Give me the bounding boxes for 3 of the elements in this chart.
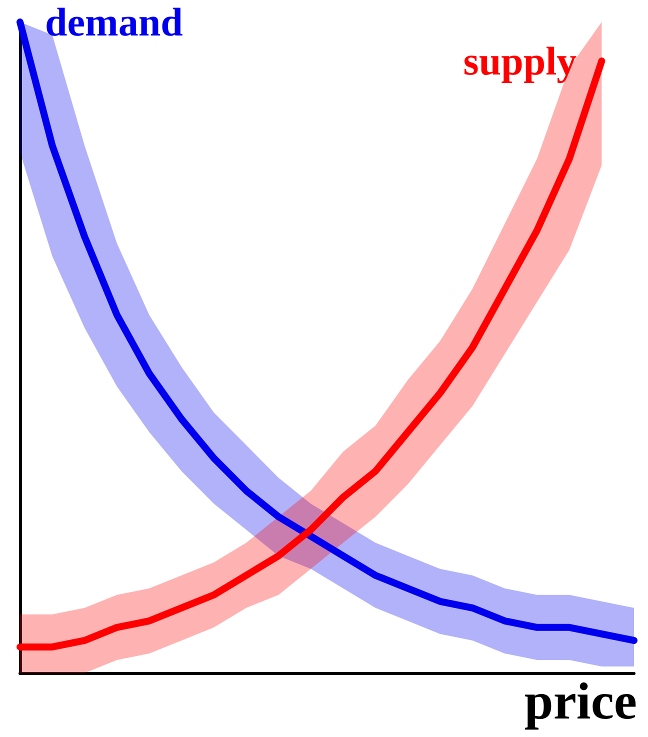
x-axis-title: price bbox=[524, 674, 637, 730]
series-label: supply bbox=[463, 38, 577, 84]
series-label: demand bbox=[45, 0, 183, 44]
